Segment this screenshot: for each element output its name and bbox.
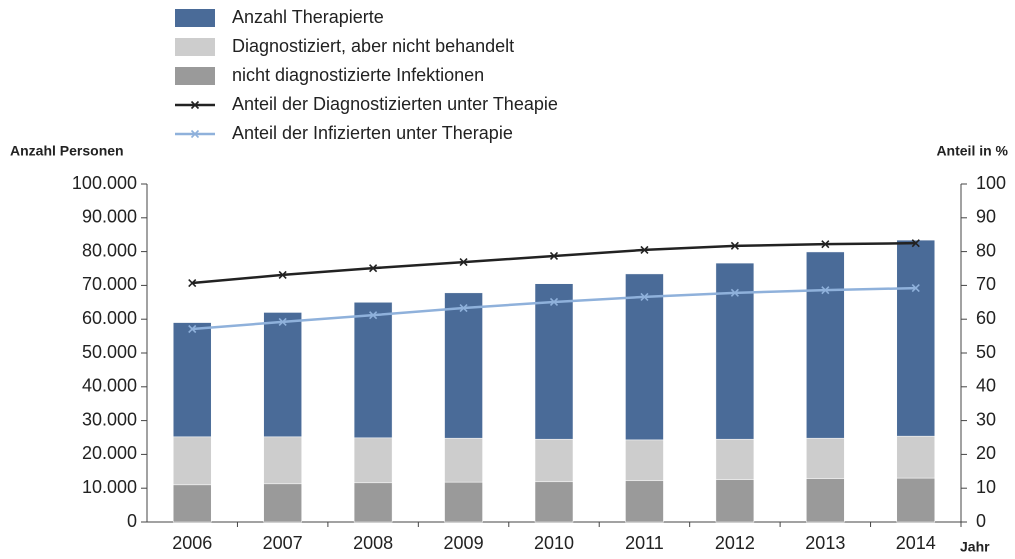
- line-marker: [369, 311, 378, 320]
- x-axis-title: Jahr: [960, 539, 990, 555]
- y-tick-label: 40.000: [82, 376, 137, 396]
- bar: [715, 438, 755, 481]
- line-marker: [640, 292, 649, 301]
- line-marker: [911, 284, 920, 293]
- legend-swatch: [175, 38, 215, 56]
- y2-tick-label: 60: [976, 308, 996, 328]
- bar: [534, 438, 574, 483]
- bar: [172, 484, 212, 523]
- y-tick-label: 70.000: [82, 274, 137, 294]
- x-tick-label: 2014: [896, 533, 936, 553]
- line-marker: [730, 241, 739, 250]
- x-tick-label: 2013: [805, 533, 845, 553]
- bar: [896, 435, 936, 479]
- legend-label: Anteil der Diagnostizierten unter Theapi…: [232, 94, 558, 114]
- bar: [172, 322, 212, 438]
- bar: [263, 312, 302, 438]
- y2-tick-label: 20: [976, 443, 996, 463]
- line-marker: [278, 270, 287, 279]
- y-tick-label: 50.000: [82, 342, 137, 362]
- bar: [263, 436, 302, 485]
- y2-tick-label: 90: [976, 207, 996, 227]
- y-tick-label: 100.000: [72, 173, 137, 193]
- bar: [263, 483, 302, 523]
- bar: [715, 262, 755, 440]
- bar: [896, 477, 936, 523]
- line-marker: [821, 240, 830, 249]
- y2-tick-label: 80: [976, 240, 996, 260]
- y2-tick-label: 50: [976, 342, 996, 362]
- line-marker: [549, 297, 559, 307]
- line-marker: [459, 303, 468, 313]
- y-tick-label: 0: [127, 511, 137, 531]
- line-marker: [188, 278, 197, 288]
- y-tick-label: 60.000: [82, 308, 137, 328]
- bar: [172, 436, 212, 486]
- bar: [715, 479, 755, 523]
- bar: [353, 302, 393, 439]
- y-tick-label: 80.000: [82, 240, 137, 260]
- y-tick-label: 90.000: [82, 207, 137, 227]
- bar: [444, 481, 483, 523]
- y2-axis-title: Anteil in %: [936, 143, 1008, 159]
- y2-tick-label: 30: [976, 409, 996, 429]
- bar: [444, 437, 483, 483]
- x-tick-label: 2011: [625, 533, 664, 553]
- bar: [806, 251, 845, 439]
- bar: [625, 480, 664, 523]
- y-axis-title: Anzahl Personen: [10, 143, 124, 159]
- x-tick-label: 2009: [444, 533, 484, 553]
- line-marker: [459, 258, 468, 267]
- legend-label: Anzahl Therapierte: [232, 7, 384, 27]
- bar: [625, 273, 664, 441]
- legend-label: Anteil der Infizierten unter Therapie: [232, 123, 513, 143]
- x-tick-label: 2010: [534, 533, 574, 553]
- bar: [896, 239, 936, 437]
- bar: [806, 478, 845, 523]
- x-tick-label: 2012: [715, 533, 755, 553]
- bar: [806, 437, 845, 479]
- line-marker: [549, 251, 559, 261]
- legend-marker: [190, 129, 200, 139]
- bar: [534, 283, 574, 440]
- y2-tick-label: 0: [976, 511, 986, 531]
- line-marker: [369, 264, 378, 273]
- line-marker: [188, 324, 197, 334]
- y-tick-label: 10.000: [82, 477, 137, 497]
- bar: [625, 439, 664, 482]
- legend-swatch: [175, 67, 215, 85]
- x-tick-label: 2008: [353, 533, 393, 553]
- y2-tick-label: 70: [976, 274, 996, 294]
- legend-marker: [190, 100, 200, 110]
- bar: [444, 292, 483, 439]
- y-tick-label: 30.000: [82, 409, 137, 429]
- line-marker: [821, 286, 830, 295]
- bar: [353, 482, 393, 523]
- y-tick-label: 20.000: [82, 443, 137, 463]
- legend-label: nicht diagnostizierte Infektionen: [232, 65, 484, 85]
- legend-swatch: [175, 9, 215, 27]
- line-marker: [730, 288, 739, 297]
- y2-tick-label: 100: [976, 173, 1006, 193]
- bar: [353, 437, 393, 484]
- x-tick-label: 2007: [263, 533, 303, 553]
- line-marker: [278, 317, 287, 326]
- legend-label: Diagnostiziert, aber nicht behandelt: [232, 36, 514, 56]
- bar: [534, 481, 574, 523]
- line-marker: [911, 239, 920, 248]
- x-tick-label: 2006: [172, 533, 212, 553]
- y2-tick-label: 10: [976, 477, 996, 497]
- y2-tick-label: 40: [976, 376, 996, 396]
- line-marker: [640, 245, 649, 254]
